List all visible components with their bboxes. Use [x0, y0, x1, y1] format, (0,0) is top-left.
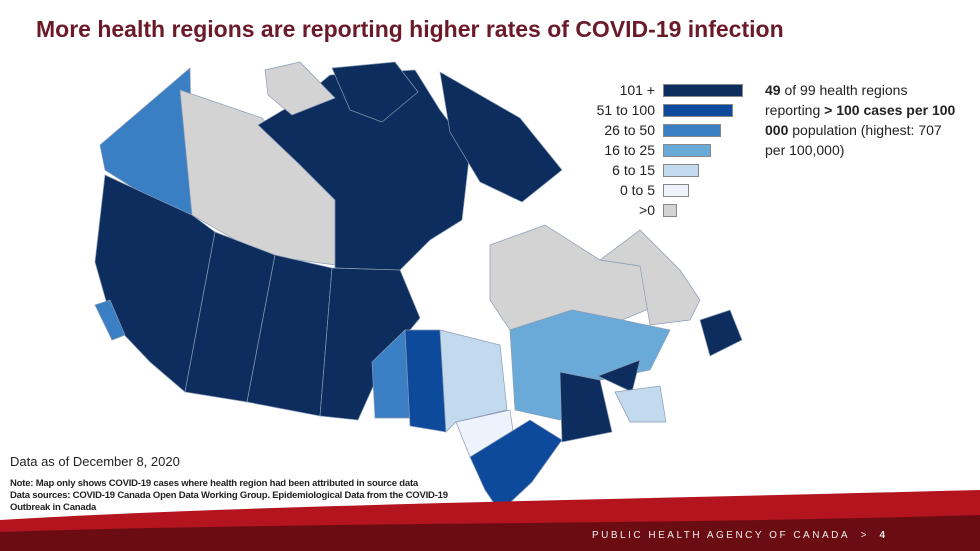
note: Note: Map only shows COVID-19 cases wher… [10, 478, 419, 489]
summary: 49 of 99 health regions reporting > 100 … [765, 80, 965, 160]
summary-text: population (highest: 707 per 100,000) [765, 122, 942, 158]
legend-swatch [663, 123, 721, 137]
arctic-islands [331, 61, 419, 123]
legend: 101 + 51 to 100 26 to 50 16 to 25 6 to 15 0 t… [570, 80, 743, 220]
legend-label: 51 to 100 [596, 102, 655, 118]
quebec-south [509, 309, 671, 421]
legend-label: >0 [639, 202, 655, 218]
ontario-north [404, 329, 447, 433]
legend-label: 26 to 50 [604, 122, 655, 138]
separator: > [860, 530, 869, 541]
legend-item: 6 to 15 [570, 160, 743, 180]
quebec-dense [559, 371, 613, 443]
footer-band-dark [0, 515, 980, 551]
legend-swatch [663, 103, 733, 117]
legend-item: 16 to 25 [570, 140, 743, 160]
newfoundland [699, 309, 743, 357]
legend-label: 16 to 25 [604, 142, 655, 158]
maritimes [614, 385, 667, 423]
gaspe [597, 359, 641, 393]
legend-label: 6 to 15 [612, 162, 655, 178]
nunavut [257, 69, 471, 271]
legend-swatch [663, 143, 711, 157]
legend-item: 0 to 5 [570, 180, 743, 200]
ontario-south [469, 419, 563, 513]
note: Data sources: COVID-19 Canada Open Data … [10, 490, 448, 513]
baffin [439, 71, 563, 203]
legend-item: >0 [570, 200, 743, 220]
legend-item: 26 to 50 [570, 120, 743, 140]
vancouver-island [94, 299, 126, 341]
legend-swatch [663, 163, 699, 177]
legend-label: 0 to 5 [619, 182, 655, 198]
legend-item: 51 to 100 [570, 100, 743, 120]
bc [94, 174, 216, 393]
legend-swatch [663, 83, 743, 97]
summary-text: of 99 health regions reporting [765, 82, 908, 118]
legend-label: 101 + [619, 82, 655, 98]
summary-emphasis: > 100 cases per 100 000 [765, 102, 956, 138]
date-note: Data as of December 8, 2020 [10, 454, 180, 469]
footer: PUBLIC HEALTH AGENCY OF CANADA > 4 [592, 530, 888, 541]
legend-swatch [663, 203, 677, 217]
page-number: 4 [879, 530, 888, 541]
agency: PUBLIC HEALTH AGENCY OF CANADA [592, 530, 851, 541]
labrador [599, 229, 701, 326]
arctic-islands-grey [264, 61, 336, 116]
summary-count: 49 [765, 82, 781, 98]
legend-swatch [663, 183, 689, 197]
legend-item: 101 + [570, 80, 743, 100]
notes: Note: Map only shows COVID-19 cases wher… [10, 478, 490, 514]
title: More health regions are reporting higher… [36, 16, 784, 42]
